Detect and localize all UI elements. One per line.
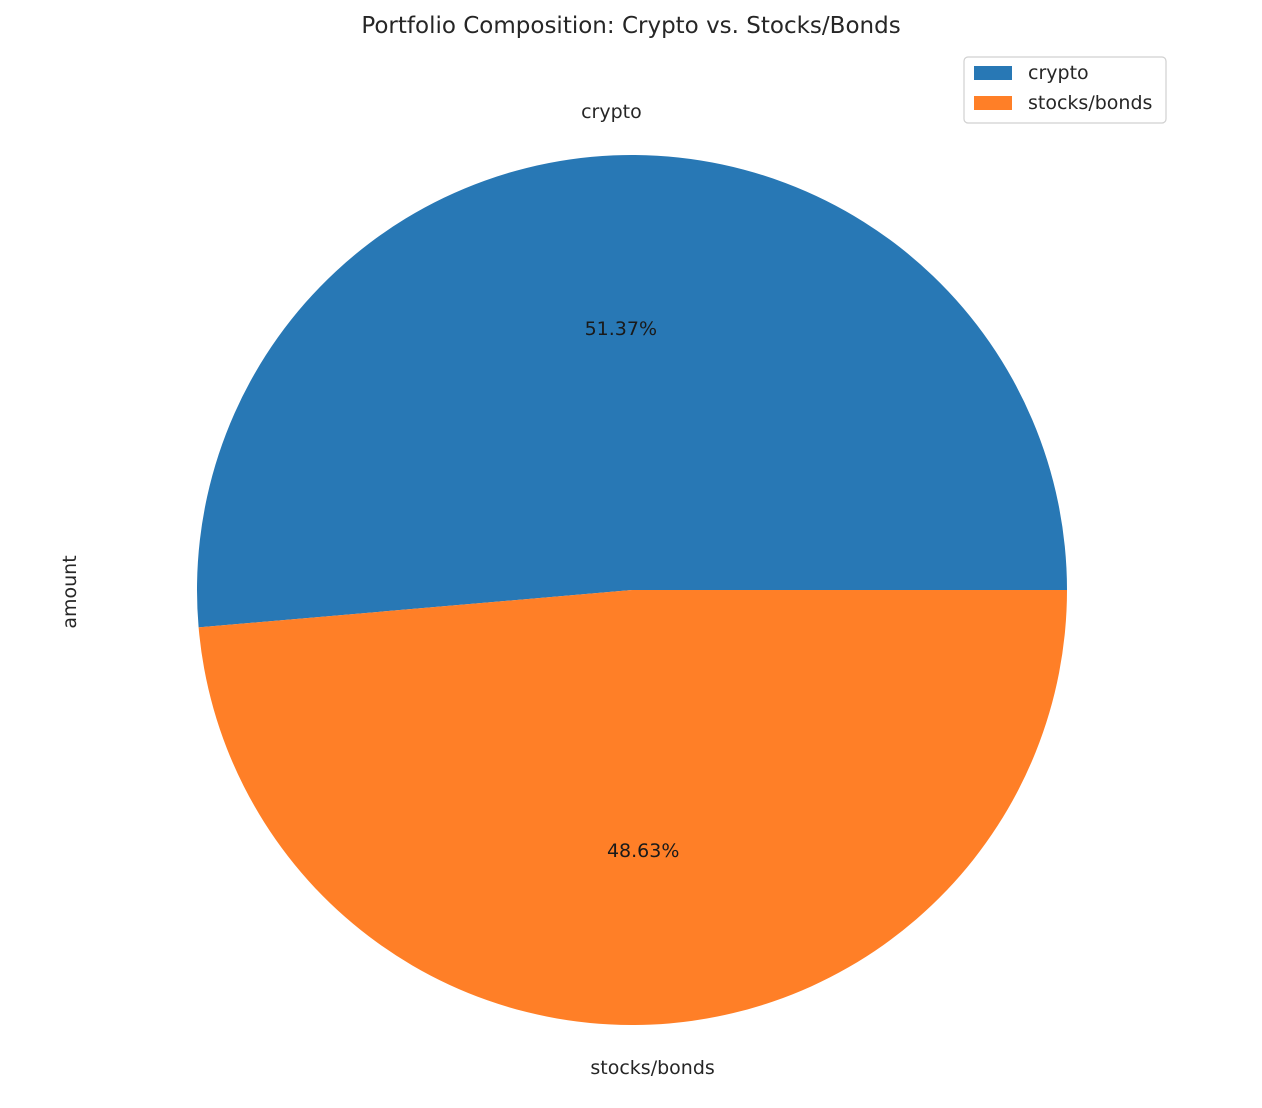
legend-swatch-1 — [974, 96, 1012, 110]
slice-label-1: stocks/bonds — [590, 1057, 714, 1079]
pie-slice-stocks-bonds — [198, 590, 1068, 1026]
chart-title: Portfolio Composition: Crypto vs. Stocks… — [361, 13, 900, 39]
legend: crypto stocks/bonds — [963, 56, 1167, 124]
pie-slice-crypto — [196, 155, 1067, 628]
legend-swatch-0 — [974, 66, 1012, 80]
pie-slice-labels: crypto stocks/bonds — [581, 101, 715, 1079]
pie-percent-labels: 51.37% 48.63% — [585, 318, 680, 862]
legend-label-0: crypto — [1028, 62, 1089, 84]
percent-label-1: 48.63% — [607, 840, 679, 862]
legend-label-1: stocks/bonds — [1028, 92, 1152, 114]
pie-slices — [196, 155, 1068, 1026]
legend-frame — [963, 56, 1167, 124]
percent-label-0: 51.37% — [585, 318, 657, 340]
y-axis-label: amount — [59, 555, 81, 628]
slice-label-0: crypto — [581, 101, 642, 123]
